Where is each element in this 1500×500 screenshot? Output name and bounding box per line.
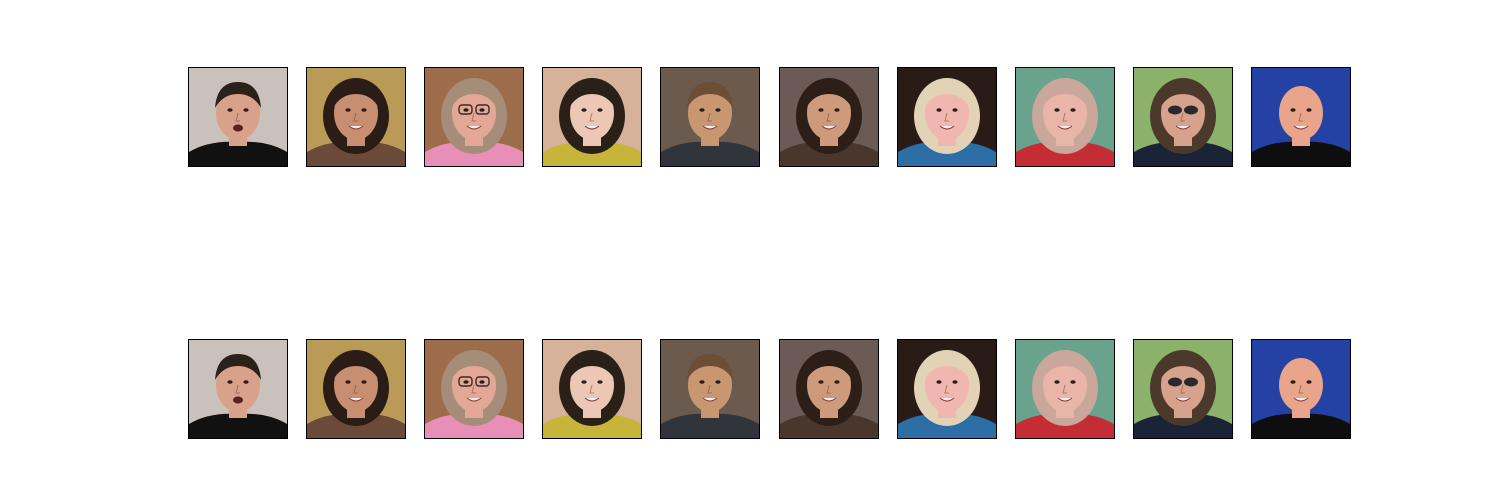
face-thumbnail bbox=[1251, 67, 1351, 167]
young-woman-hair-back-image bbox=[307, 340, 405, 438]
woman-sunglasses-image bbox=[1134, 340, 1232, 438]
baby-curly-hair-image bbox=[543, 340, 641, 438]
girl-smiling-image bbox=[1016, 340, 1114, 438]
face-thumbnail bbox=[897, 339, 997, 439]
face-thumbnail bbox=[779, 67, 879, 167]
face-thumbnail bbox=[779, 339, 879, 439]
face-thumbnail bbox=[1015, 339, 1115, 439]
woman-sunglasses-image bbox=[1134, 68, 1232, 166]
bald-man-looking-up-image bbox=[1252, 340, 1350, 438]
face-thumbnail bbox=[660, 67, 760, 167]
face-thumbnail bbox=[424, 339, 524, 439]
face-thumbnail bbox=[306, 67, 406, 167]
blonde-person-dark-bg-image bbox=[898, 68, 996, 166]
original-row bbox=[0, 67, 1500, 167]
young-man-open-mouth-image bbox=[189, 68, 287, 166]
woman-long-dark-hair-image bbox=[780, 340, 878, 438]
bald-man-looking-up-image bbox=[1252, 68, 1350, 166]
young-man-open-mouth-image bbox=[189, 340, 287, 438]
face-thumbnail bbox=[1015, 67, 1115, 167]
woman-long-dark-hair-image bbox=[780, 68, 878, 166]
face-thumbnail bbox=[188, 67, 288, 167]
face-thumbnail bbox=[1251, 339, 1351, 439]
face-thumbnail bbox=[424, 67, 524, 167]
blonde-person-dark-bg-image bbox=[898, 340, 996, 438]
boy-group-image bbox=[661, 340, 759, 438]
young-woman-hair-back-image bbox=[307, 68, 405, 166]
face-thumbnail bbox=[542, 339, 642, 439]
older-woman-glasses-image bbox=[425, 68, 523, 166]
baby-curly-hair-image bbox=[543, 68, 641, 166]
boy-group-image bbox=[661, 68, 759, 166]
face-thumbnail bbox=[1133, 339, 1233, 439]
face-thumbnail bbox=[1133, 67, 1233, 167]
face-thumbnail bbox=[188, 339, 288, 439]
girl-smiling-image bbox=[1016, 68, 1114, 166]
reconstruction-row bbox=[0, 339, 1500, 439]
face-thumbnail bbox=[660, 339, 760, 439]
face-thumbnail bbox=[542, 67, 642, 167]
face-thumbnail bbox=[306, 339, 406, 439]
face-thumbnail bbox=[897, 67, 997, 167]
older-woman-glasses-image bbox=[425, 340, 523, 438]
